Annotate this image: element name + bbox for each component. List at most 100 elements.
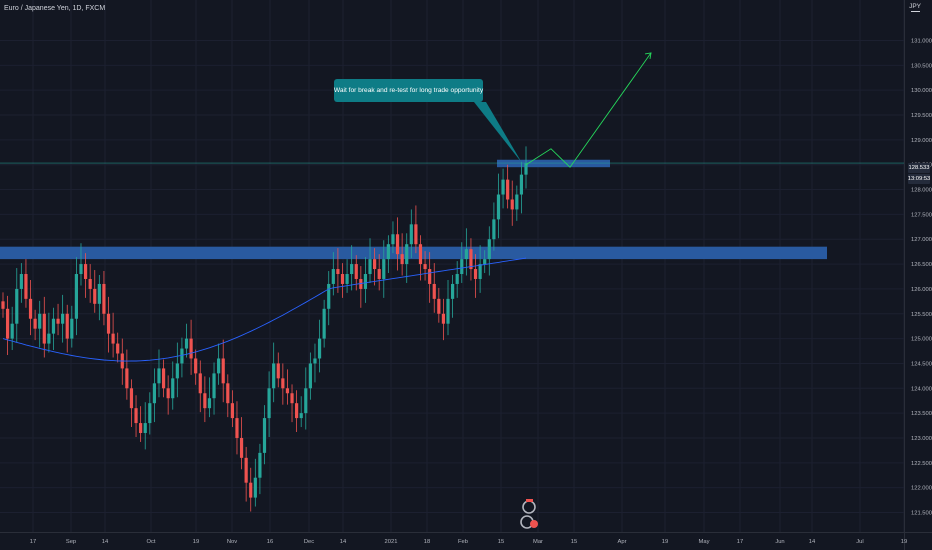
logo-dot [530, 520, 538, 528]
candle-body [510, 199, 514, 210]
candle-body [203, 393, 207, 409]
candle-body [483, 259, 487, 265]
y-axis[interactable]: 121.500 122.000 122.500 123.000 123.500 124.0… [904, 0, 932, 550]
y-tick-label: 122.500 [911, 461, 932, 467]
candle-body [478, 264, 482, 279]
x-tick-label: Jul [856, 539, 863, 545]
candle-body [106, 313, 111, 334]
candle-body [446, 298, 450, 324]
candle-body [506, 179, 510, 200]
candle-body [363, 274, 368, 289]
currency-text: JPY [909, 3, 921, 10]
x-axis[interactable]: 17 Sep 14 Oct 19 Nov 16 Dec 14 2021 18 Feb 15 Mar 15 Ap… [0, 532, 932, 546]
candle-body [1, 301, 5, 309]
candle-body [313, 358, 317, 364]
candle-body [391, 234, 395, 245]
candle-body [423, 264, 427, 270]
y-tick-label: 126.000 [911, 287, 932, 293]
y-tick-label: 129.000 [911, 138, 932, 144]
chart-title: Euro / Japanese Yen, 1D, FXCM [4, 5, 106, 12]
y-tick-label: 130.500 [911, 63, 932, 69]
candle-body [83, 264, 88, 279]
candle-body [194, 358, 198, 374]
x-tick-label: Sep [66, 539, 76, 545]
candle-body [51, 318, 56, 334]
y-tick-label: 129.500 [911, 113, 932, 119]
candle-body [258, 452, 262, 478]
candle-body [19, 274, 23, 289]
zones [0, 159, 904, 260]
x-tick-label: 14 [340, 539, 347, 545]
x-tick-label: 14 [809, 539, 816, 545]
y-tick-label: 123.000 [911, 436, 932, 442]
candle-body [340, 274, 345, 284]
candle-body [249, 482, 253, 498]
candle-body [239, 437, 244, 458]
y-tick-label: 127.000 [911, 237, 932, 243]
candle-body [97, 283, 101, 304]
candle-body [61, 313, 65, 324]
candle-body [441, 313, 446, 324]
candle-body [171, 378, 175, 399]
x-tick-label: Nov [227, 539, 237, 545]
candle-body [281, 378, 285, 389]
logo-bar [526, 499, 533, 502]
x-tick-label: Jun [775, 539, 784, 545]
candle-body [253, 477, 257, 498]
candle-body [515, 194, 519, 210]
y-tick-label: 131.000 [911, 39, 932, 45]
candle-body [450, 283, 455, 299]
candle-body [134, 408, 138, 424]
candle-body [368, 259, 372, 275]
candle-body [230, 403, 234, 419]
y-tick-label: 126.500 [911, 262, 932, 268]
y-tick-label: 128.000 [911, 188, 932, 194]
candle-body [47, 333, 51, 344]
candle-body [189, 338, 193, 359]
candle-body [217, 358, 221, 374]
candle-body [161, 368, 166, 389]
x-tick-label: May [699, 539, 710, 545]
currency-label: JPY [909, 3, 921, 12]
candle-body [221, 358, 225, 384]
candle-body [295, 403, 299, 419]
candle-body [409, 224, 413, 245]
candle-body [377, 269, 381, 279]
last-price-label: 128.533 [908, 163, 930, 173]
candle-body [464, 249, 468, 260]
candle-body [428, 269, 432, 284]
candle-body [102, 283, 106, 314]
resistance-zone [497, 159, 610, 168]
candle-body [322, 308, 326, 339]
y-tick-label: 124.000 [911, 386, 932, 392]
callout-pointer [474, 102, 522, 163]
support-zone [0, 246, 827, 260]
candle-body [139, 423, 143, 434]
candle-body [198, 373, 202, 394]
currency-underline [910, 11, 920, 12]
y-tick-label: 127.500 [911, 212, 932, 218]
y-tick-label: 123.500 [911, 411, 932, 417]
candle-body [152, 383, 156, 404]
candle-body [180, 348, 184, 364]
candle-body [267, 388, 271, 419]
candle-body [373, 259, 377, 270]
candle-body [432, 283, 436, 299]
candle-body [473, 269, 478, 279]
projected-path [525, 52, 652, 168]
candle-body [359, 278, 363, 289]
candle-body [469, 249, 473, 270]
annotation-callout[interactable]: Wait for break and re-test for long trad… [334, 79, 483, 102]
candle-body [501, 179, 505, 195]
candle-body [395, 234, 400, 255]
x-tick-label: 18 [424, 539, 430, 545]
candle-body [418, 244, 423, 265]
tradingview-logo[interactable] [519, 498, 541, 532]
moving-average [2, 257, 527, 362]
candle-body [350, 264, 354, 275]
candle-body [235, 418, 239, 438]
candle-body [262, 418, 267, 453]
candle-body [290, 393, 294, 404]
x-tick-label: Dec [304, 539, 314, 545]
